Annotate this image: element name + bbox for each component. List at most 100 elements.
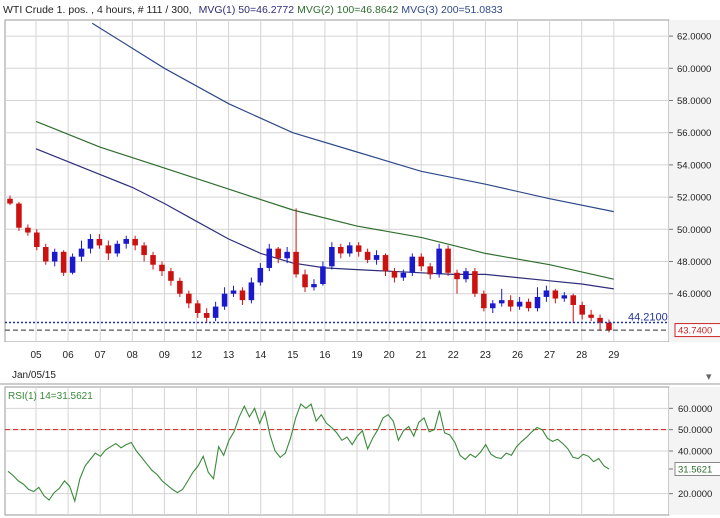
x-tick-label: 14 <box>255 350 267 361</box>
price-tick-label: 52.0000 <box>677 193 711 204</box>
candle-body <box>525 301 532 309</box>
rsi-tick-label: 31.5621 <box>678 465 712 476</box>
candle-body <box>498 300 505 304</box>
candle-body <box>463 271 469 280</box>
candle-body <box>409 256 416 273</box>
header-ma3: MVG(3) 200=51.0833 <box>401 4 502 16</box>
candle-body <box>338 247 344 254</box>
price-tick-label: 56.0000 <box>677 128 711 139</box>
candle-body <box>186 293 192 304</box>
candle-body <box>364 251 371 260</box>
candle-body <box>302 274 308 288</box>
candle-body <box>373 255 380 260</box>
price-axis-background <box>669 20 720 342</box>
candle-body <box>159 264 165 272</box>
date-label: Jan/05/15 <box>12 370 56 381</box>
candle-body <box>266 248 273 268</box>
x-tick-label: 16 <box>319 350 331 361</box>
x-tick-label: 06 <box>63 350 75 361</box>
candle-body <box>177 280 183 294</box>
x-tick-label: 13 <box>223 350 235 361</box>
rsi-tick-label: 20.0000 <box>678 489 712 500</box>
candle-body <box>320 266 326 285</box>
x-tick-label: 19 <box>351 350 363 361</box>
price-tick-label: 50.0000 <box>677 225 711 236</box>
candle-body <box>490 303 496 309</box>
candle-body <box>507 300 514 307</box>
collapse-down-icon[interactable]: ▾ <box>706 371 712 383</box>
x-tick-label: 15 <box>287 350 299 361</box>
candle-body <box>516 301 523 307</box>
candle-body <box>543 290 550 297</box>
candle-body <box>78 248 85 257</box>
candle-body <box>454 272 460 280</box>
price-tick-label: 62.0000 <box>677 32 711 43</box>
candle-body <box>34 232 40 248</box>
header-symbol: WTI Crude 1. pos. , 4 hours, # 111 / 300… <box>3 4 192 16</box>
x-tick-label: 05 <box>30 350 42 361</box>
candle-body <box>60 251 67 273</box>
price-axis-ticks: 62.0000 60.0000 58.0000 56.0000 54.0000 52.00… <box>669 32 711 300</box>
candle-body <box>570 295 577 305</box>
moving-average-3-line <box>91 22 614 213</box>
x-tick-label: 09 <box>159 350 171 361</box>
candle-body <box>606 322 612 331</box>
candle-body <box>221 293 228 307</box>
candle-body <box>588 314 594 318</box>
price-tick-label: 48.0000 <box>677 257 711 268</box>
candle-body <box>355 245 362 252</box>
candle-body <box>257 267 264 283</box>
rsi-header: RSI(1) 14=31.5621 <box>8 391 93 402</box>
rsi-last-value-box <box>674 462 720 477</box>
candle-body <box>436 248 442 275</box>
candle-body <box>284 251 290 259</box>
candle-body <box>579 304 585 315</box>
candle-body <box>42 247 49 262</box>
candle-body <box>329 247 335 267</box>
price-gridlines <box>5 20 669 342</box>
x-tick-label: 12 <box>191 350 203 361</box>
candle-body <box>418 256 425 267</box>
candle-body <box>427 266 433 275</box>
candle-body <box>132 238 138 246</box>
candle-body <box>534 296 541 309</box>
candle-body <box>597 317 603 323</box>
level-label-blue: 44.2100 <box>628 312 668 324</box>
price-tick-label: 60.0000 <box>677 64 711 75</box>
candle-body <box>141 245 147 256</box>
candle-body <box>212 306 219 318</box>
candle-body <box>472 271 478 294</box>
candle-body <box>248 282 255 301</box>
x-tick-label: 22 <box>448 350 460 361</box>
rsi-tick-label: 50.0000 <box>678 425 712 436</box>
candle-body <box>311 284 317 288</box>
header-ma1: MVG(1) 50=46.2772 <box>199 4 295 16</box>
svg-text:WTI Crude 1. pos. , 4 hours, #: WTI Crude 1. pos. , 4 hours, # 111 / 300… <box>3 4 503 16</box>
price-level-lines: 44.2100 43.7400 <box>5 312 720 338</box>
moving-average-2-line <box>35 120 614 280</box>
price-tick-label: 54.0000 <box>677 160 711 171</box>
time-axis-ticks: 05 06 07 08 09 12 13 14 15 16 19 20 21 22 23 26 27 28 29 <box>30 350 619 361</box>
candle-body <box>114 243 121 254</box>
candle-body <box>203 313 210 318</box>
candle-body <box>382 255 389 272</box>
candle-body <box>481 293 487 309</box>
candle-body <box>275 248 281 259</box>
x-tick-label: 26 <box>512 350 524 361</box>
x-tick-label: 08 <box>127 350 139 361</box>
x-tick-label: 27 <box>544 350 556 361</box>
x-tick-label: 20 <box>384 350 396 361</box>
candle-body <box>293 251 299 275</box>
candle-body <box>194 303 201 314</box>
x-tick-label: 21 <box>416 350 428 361</box>
candle-body <box>239 290 246 301</box>
candle-body <box>561 295 568 299</box>
rsi-gridlines <box>5 387 669 515</box>
candle-body <box>391 271 398 278</box>
candle-body <box>16 203 22 228</box>
rsi-tick-label: 60.0000 <box>678 404 712 415</box>
x-tick-label: 23 <box>480 350 492 361</box>
x-tick-label: 29 <box>608 350 620 361</box>
x-tick-label: 28 <box>576 350 588 361</box>
